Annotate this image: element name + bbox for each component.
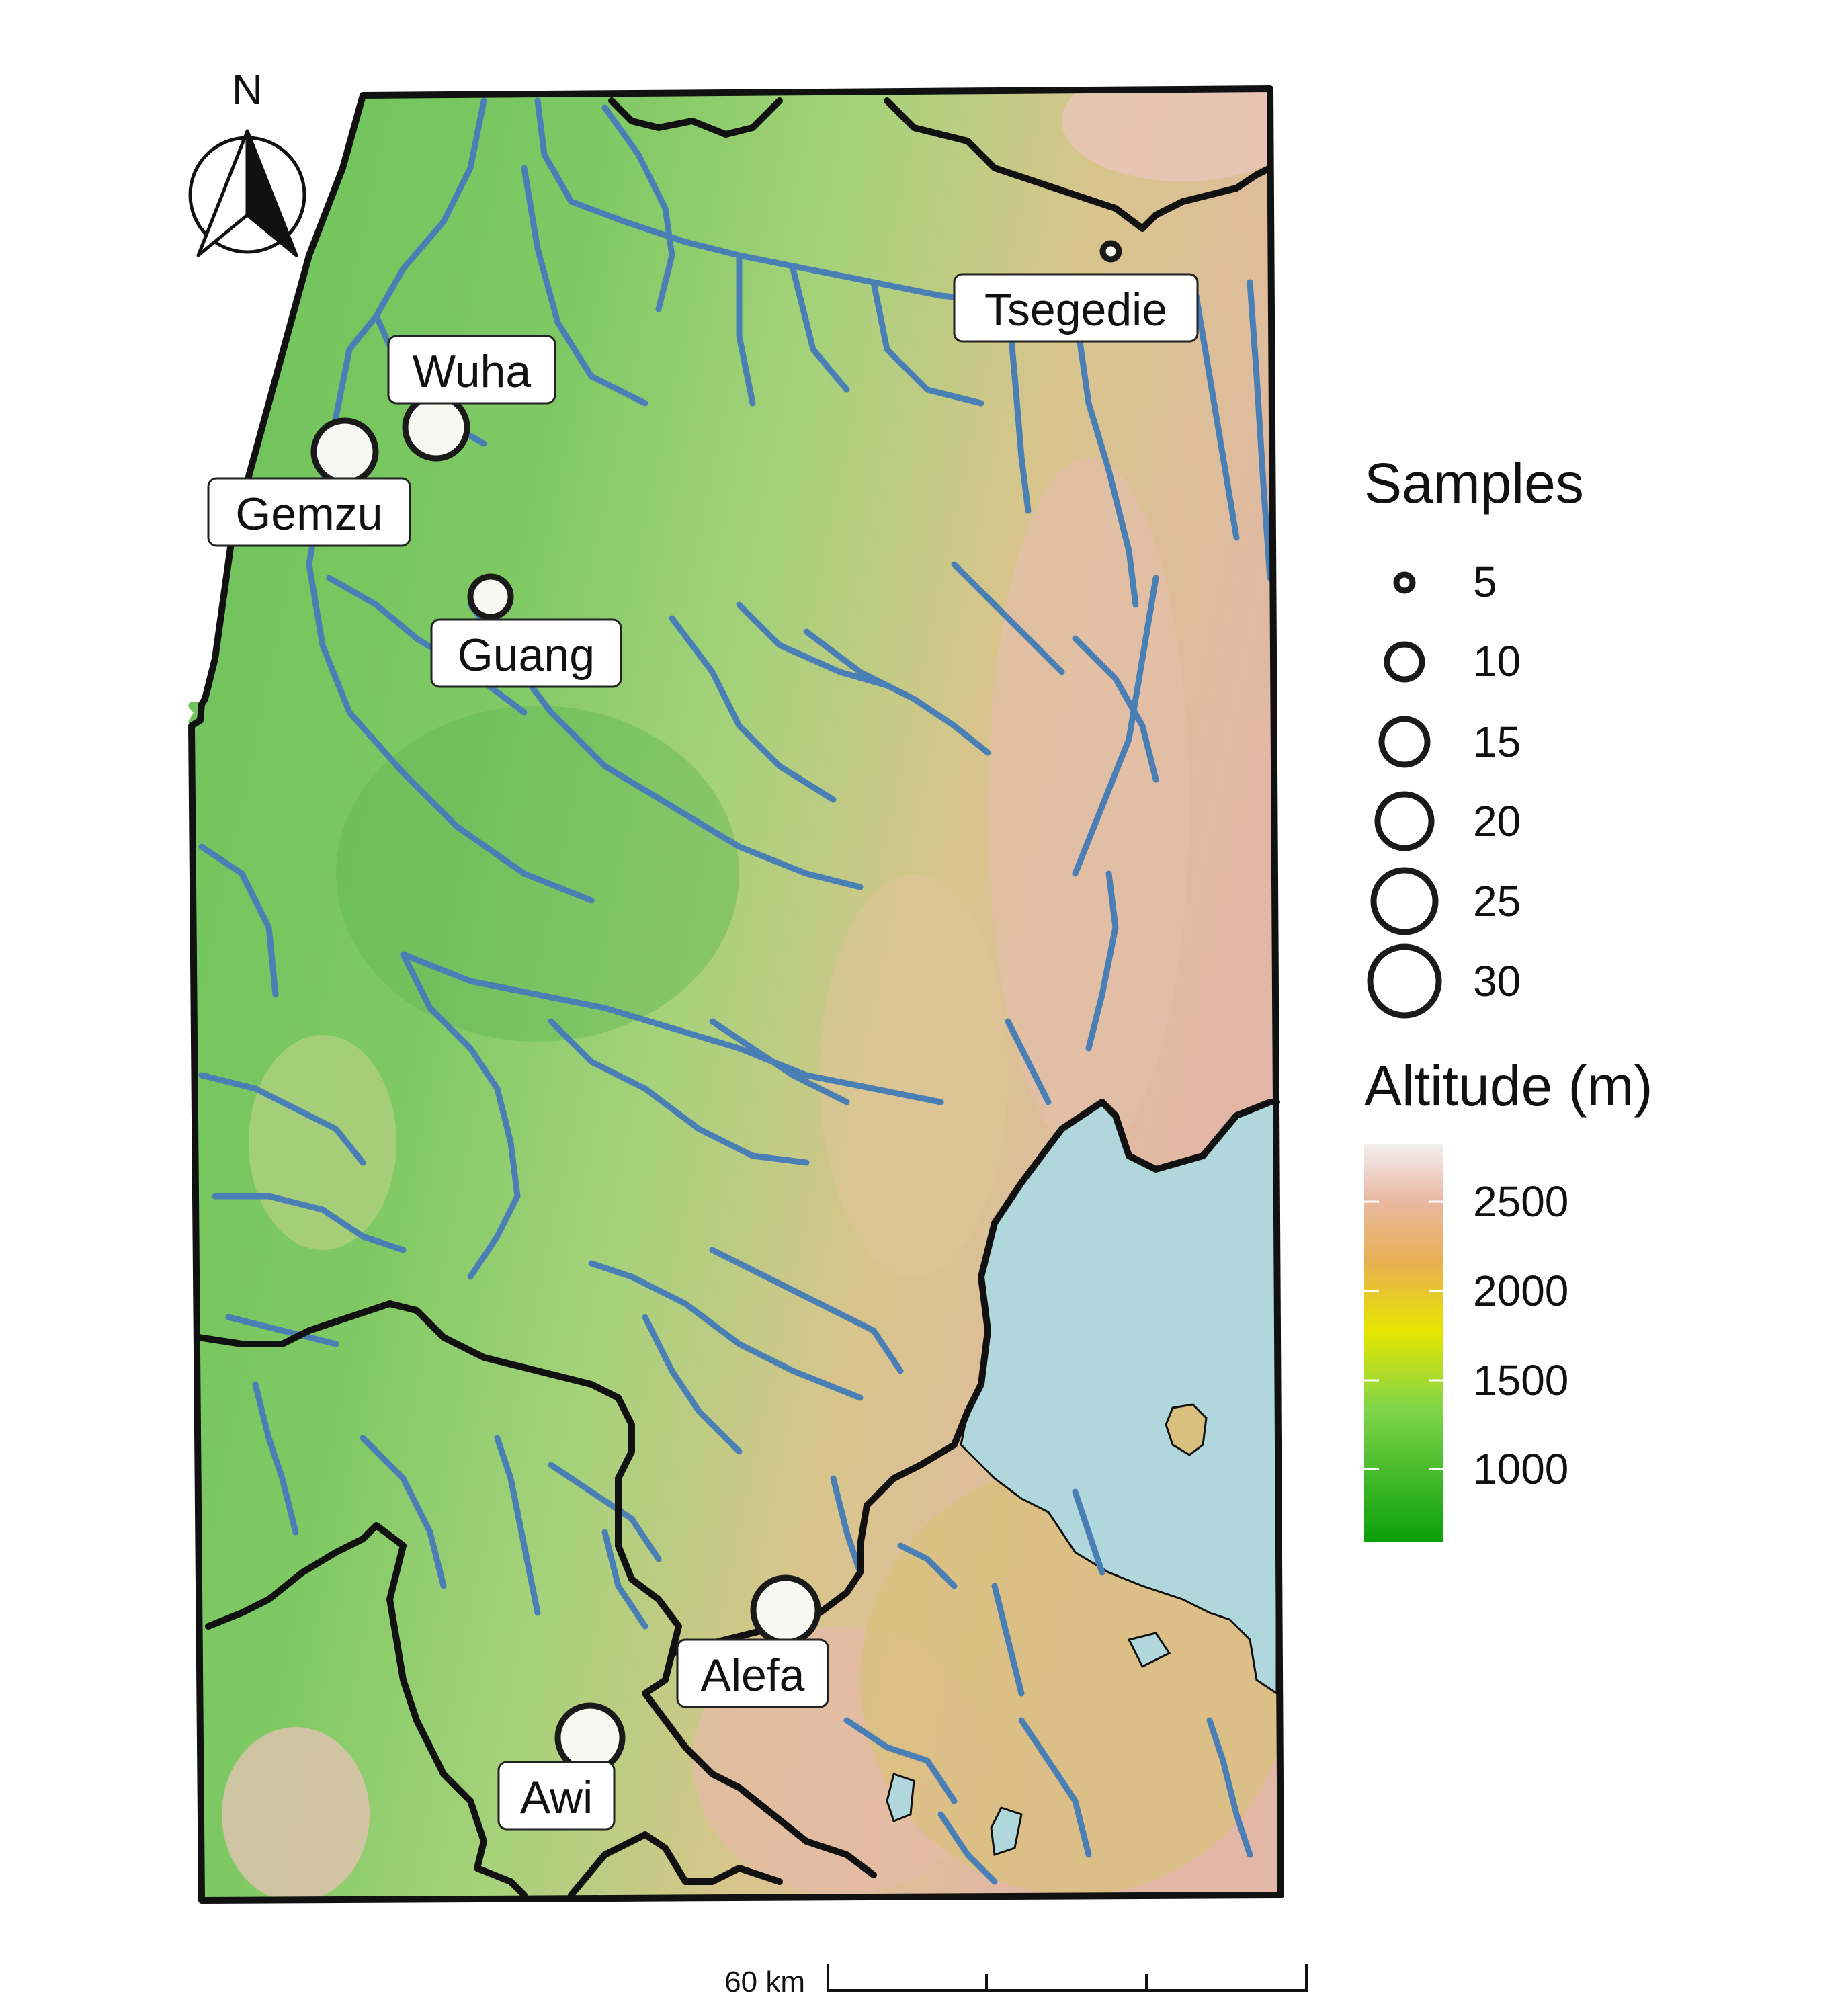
wetland-1 (886, 1773, 915, 1822)
sample-size-item: 15 (1378, 716, 1521, 768)
boundary-lake-north (1099, 1099, 1280, 1173)
site-label: Alefa (701, 1650, 805, 1701)
sample-size-item: 25 (1370, 867, 1521, 935)
site-label: Guang (458, 630, 595, 681)
site-marker (1099, 240, 1122, 263)
site-label-box (953, 273, 1199, 343)
site-label-box (207, 477, 411, 547)
sample-size-symbol (1374, 791, 1435, 851)
site-tsegedie: Tsegedie (953, 240, 1199, 343)
altitude-tick-label: 1500 (1473, 1356, 1568, 1404)
sample-size-symbol (1367, 943, 1442, 1019)
sample-size-label: 10 (1473, 637, 1521, 685)
scale-bar-line (827, 1964, 1308, 1992)
sites: Tsegedie Wuha Gemzu Guang Alefa Awi (207, 240, 1199, 1831)
sample-size-symbol (1370, 867, 1439, 935)
sample-size-symbol (1393, 571, 1416, 594)
site-label-box (676, 1638, 829, 1708)
terrain-raster (188, 89, 1281, 1900)
scale-bar: 60 km (724, 1964, 1308, 1999)
site-label-box (497, 1761, 616, 1831)
site-label-box (387, 335, 556, 405)
sample-size-item: 10 (1384, 637, 1521, 685)
altitude-ticks (1364, 1200, 1443, 1470)
site-gemzu: Gemzu (207, 417, 411, 547)
samples-legend: Samples 5 10 15 20 25 30 (1364, 452, 1584, 1019)
site-label: Gemzu (235, 489, 382, 540)
site-marker (750, 1574, 821, 1646)
site-label-box (430, 618, 622, 688)
altitude-colorbar (1364, 1144, 1443, 1542)
site-label: Wuha (413, 346, 532, 397)
altitude-tick-label: 1000 (1473, 1445, 1568, 1493)
sample-size-label: 30 (1473, 957, 1521, 1005)
site-alefa: Alefa (676, 1574, 829, 1708)
sample-size-item: 5 (1393, 558, 1497, 606)
sample-size-label: 25 (1473, 877, 1521, 925)
site-guang: Guang (430, 573, 622, 688)
sample-size-symbol (1378, 716, 1431, 768)
site-wuha: Wuha (387, 335, 556, 462)
site-marker (402, 393, 470, 462)
north-arrow-label: N (232, 65, 263, 114)
north-arrow-left (196, 129, 249, 257)
altitude-tick-label: 2000 (1473, 1267, 1568, 1315)
boundary-south (568, 1690, 877, 1898)
north-arrow: N (188, 65, 306, 257)
boundary-southwest (195, 1300, 682, 1697)
site-label: Awi (520, 1772, 593, 1823)
site-awi: Awi (497, 1702, 626, 1831)
sample-size-label: 20 (1473, 797, 1521, 845)
site-marker (310, 417, 379, 486)
island (1165, 1403, 1208, 1456)
site-marker (554, 1702, 626, 1773)
site-marker (467, 573, 514, 620)
boundary-north (608, 97, 1273, 232)
north-arrow-right (245, 129, 298, 257)
boundary-inner (205, 1522, 528, 1898)
sample-size-item: 20 (1374, 791, 1521, 851)
sample-size-item: 30 (1367, 943, 1521, 1019)
map-outline (188, 85, 1284, 1904)
sample-size-label: 5 (1473, 558, 1497, 606)
sample-size-symbol (1384, 641, 1425, 683)
altitude-tick-label: 2500 (1473, 1177, 1568, 1226)
altitude-legend-title: Altitude (m) (1364, 1054, 1652, 1118)
samples-legend-title: Samples (1364, 452, 1584, 515)
site-label: Tsegedie (984, 284, 1167, 335)
wetland-2 (990, 1806, 1023, 1857)
altitude-legend: Altitude (m) 2500 2000 1500 1000 (1364, 1054, 1652, 1542)
wetland-3 (1127, 1632, 1171, 1669)
sample-size-label: 15 (1473, 718, 1521, 766)
scale-bar-label: 60 km (724, 1966, 805, 1999)
